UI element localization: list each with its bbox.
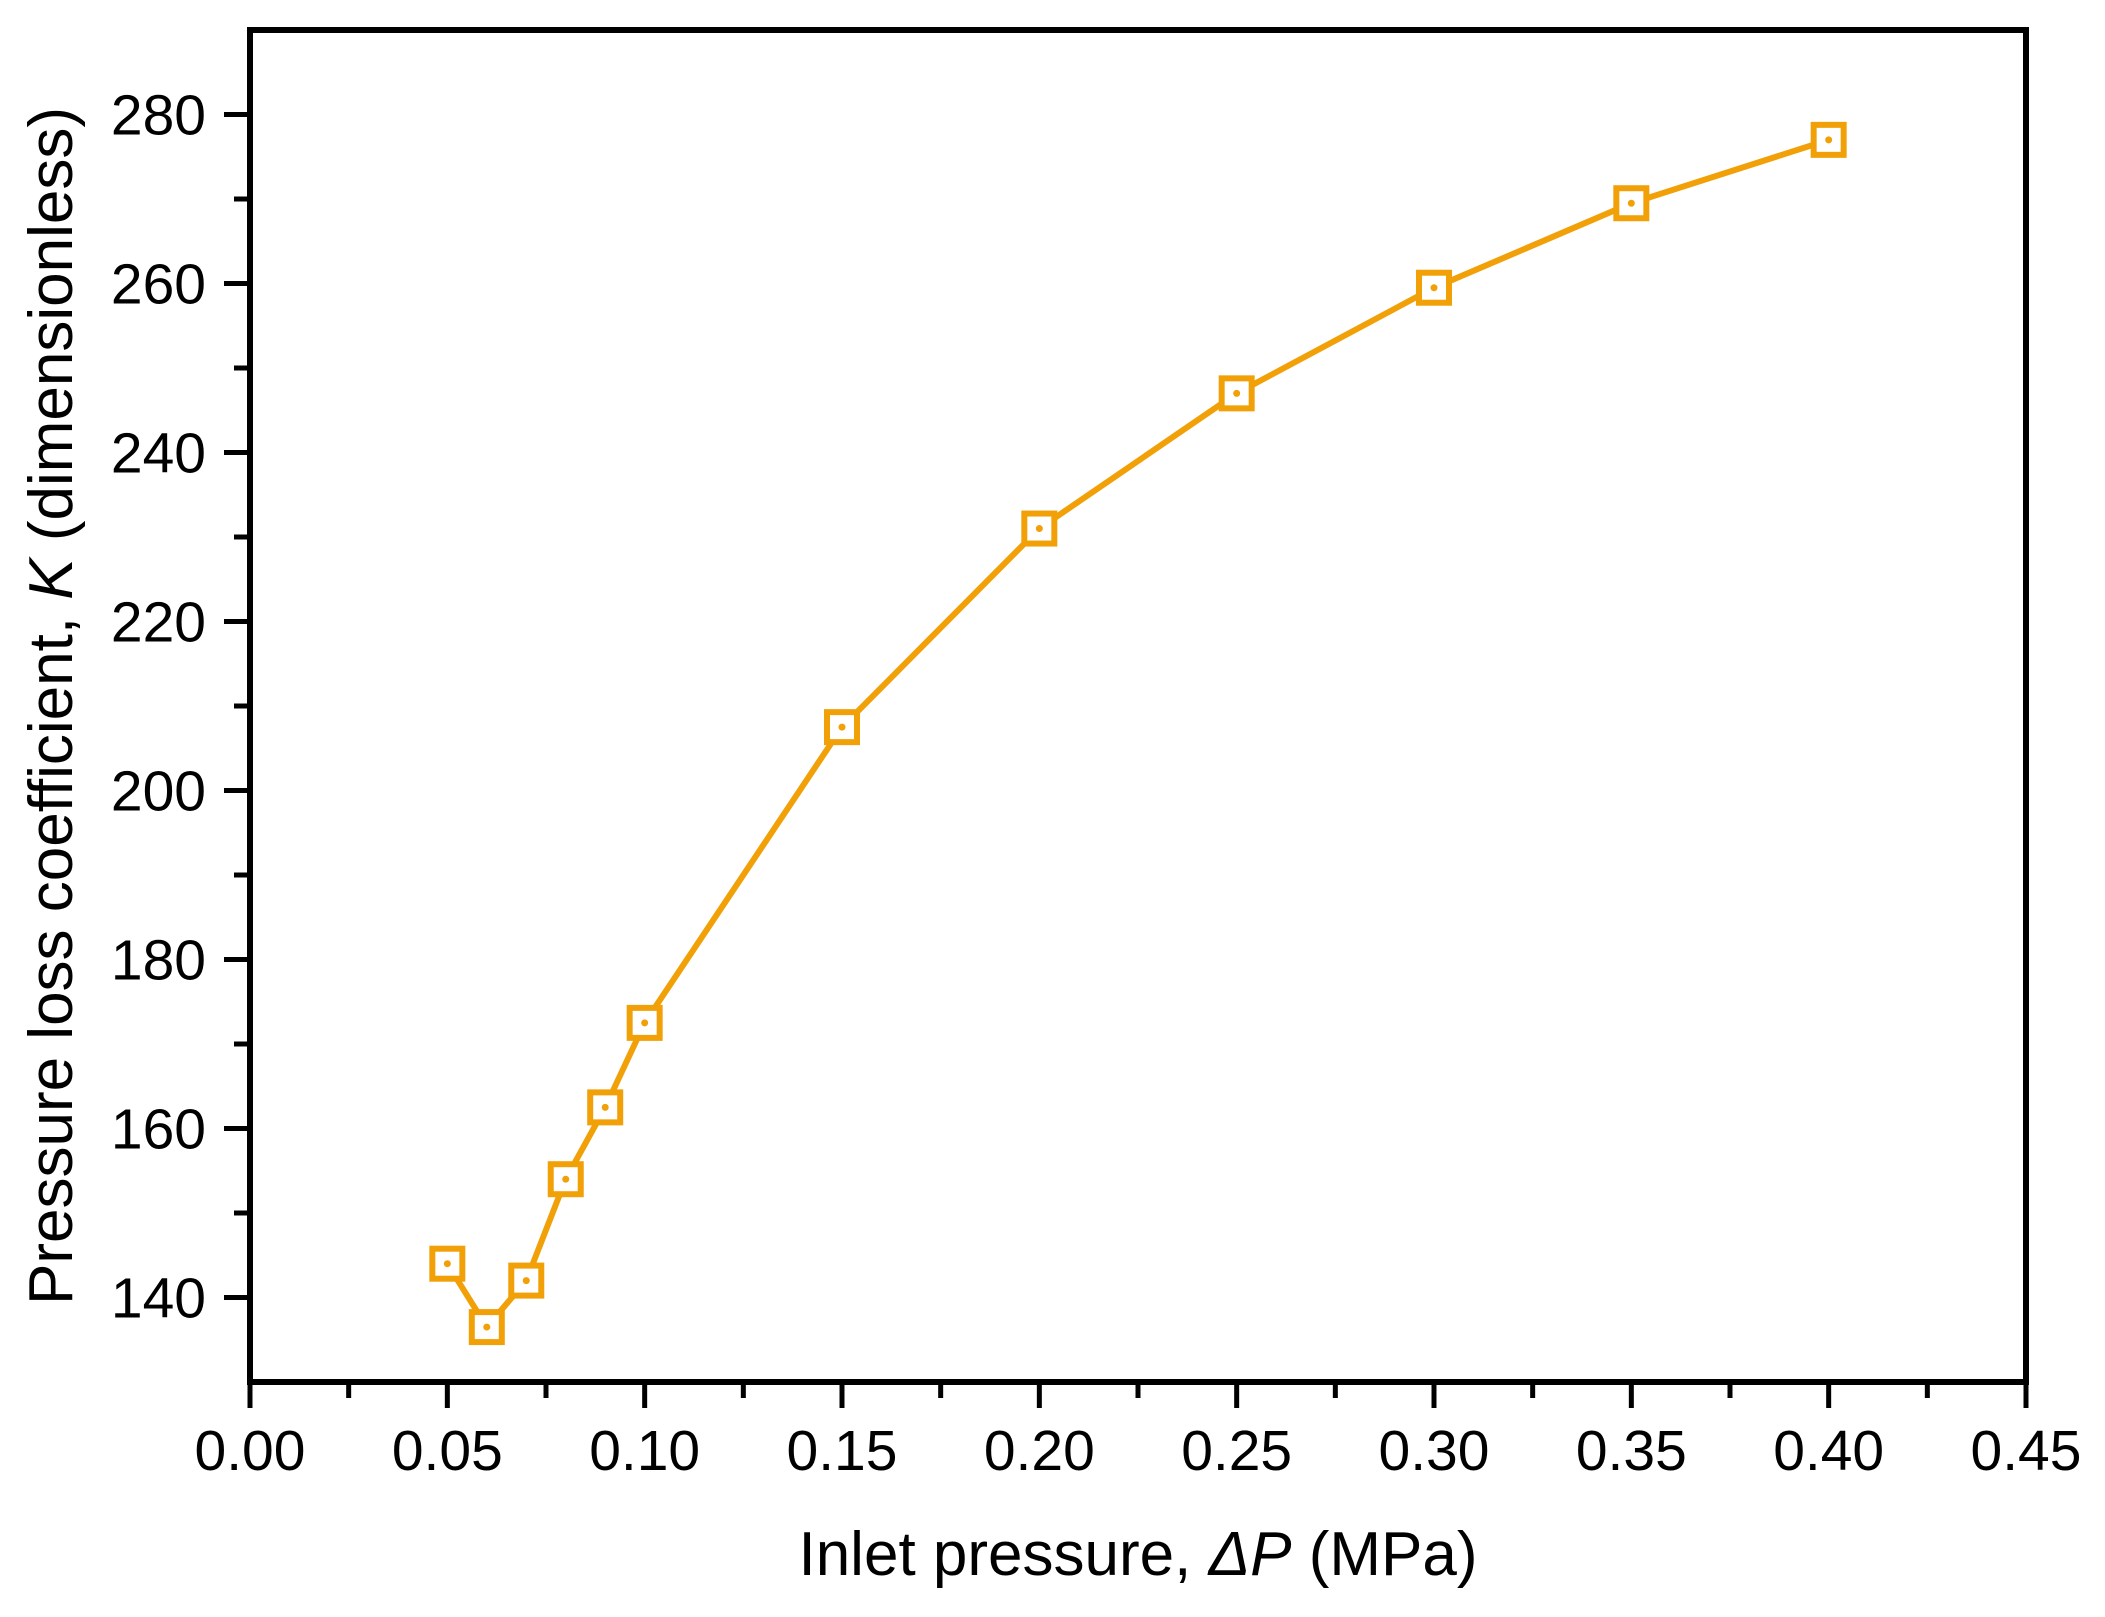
y-axis-title-suffix: (dimensionless) (17, 106, 86, 559)
x-axis-title: Inlet pressure, ΔP (MPa) (798, 1524, 1477, 1586)
y-tick-label: 220 (111, 591, 206, 655)
x-tick-label: 0.00 (195, 1419, 306, 1483)
y-tick-label: 160 (111, 1098, 206, 1162)
x-tick-label: 0.10 (589, 1419, 700, 1483)
x-tick-label: 0.20 (984, 1419, 1095, 1483)
y-axis-title-symbol: K (17, 558, 86, 600)
x-tick-label: 0.35 (1576, 1419, 1687, 1483)
y-tick-label: 140 (111, 1267, 206, 1331)
x-tick-label: 0.15 (787, 1419, 898, 1483)
data-point-center-dot (562, 1175, 570, 1183)
data-point-marker (1613, 185, 1650, 222)
x-tick-label: 0.45 (1971, 1419, 2082, 1483)
data-point-center-dot (443, 1260, 451, 1268)
axis-ticks (224, 112, 2029, 1408)
y-tick-label: 240 (111, 422, 206, 486)
data-point-center-dot (1627, 199, 1635, 207)
data-point-center-dot (838, 723, 846, 731)
x-axis-tick-labels: 0.00 0.05 0.10 0.15 0.20 0.25 0.30 0.35 0.40 0.45 (195, 1419, 2082, 1483)
series-line (444, 136, 1830, 1333)
data-point-center-dot (641, 1019, 649, 1027)
y-tick-label: 180 (111, 929, 206, 993)
data-point-marker (547, 1161, 584, 1198)
data-point-center-dot (522, 1277, 530, 1285)
x-tick-label: 0.25 (1181, 1419, 1292, 1483)
data-point-marker (824, 709, 860, 746)
data-point-center-dot (1233, 389, 1241, 397)
x-axis-title-symbol: ΔP (1208, 1520, 1292, 1589)
data-point-center-dot (1430, 284, 1438, 292)
x-axis-title-suffix: (MPa) (1291, 1520, 1478, 1589)
data-point-marker (587, 1089, 624, 1126)
data-point-center-dot (601, 1103, 609, 1111)
x-tick-label: 0.05 (392, 1419, 503, 1483)
y-tick-label: 280 (111, 84, 206, 148)
x-tick-label: 0.30 (1379, 1419, 1490, 1483)
data-point-center-dot (1825, 136, 1833, 144)
y-axis-tick-labels: 140 160 180 200 220 240 260 280 (111, 84, 206, 1331)
plot-frame (247, 27, 2029, 1385)
y-tick-label: 200 (111, 760, 206, 824)
y-axis-title-prefix: Pressure loss coefficient, (17, 599, 86, 1306)
series-markers (429, 121, 1847, 1346)
data-point-center-dot (483, 1323, 491, 1331)
y-axis-title: Pressure loss coefficient, K (dimensionl… (17, 107, 86, 1305)
data-point-marker (508, 1262, 545, 1299)
data-point-marker (1021, 510, 1058, 547)
x-axis-title-prefix: Inlet pressure, (798, 1520, 1209, 1589)
x-tick-label: 0.40 (1773, 1419, 1884, 1483)
y-tick-label: 260 (111, 253, 206, 317)
data-point-center-dot (1035, 525, 1043, 533)
